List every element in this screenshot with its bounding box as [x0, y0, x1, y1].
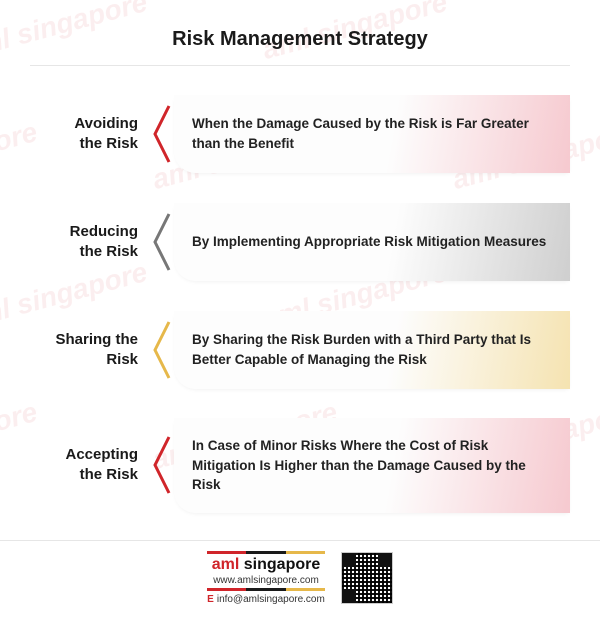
strategy-row: Accepting the Risk In Case of Minor Risks … [30, 418, 570, 513]
strategy-label: Avoiding the Risk [30, 114, 150, 155]
email-prefix: E [207, 594, 214, 605]
strategy-description: By Implementing Appropriate Risk Mitigat… [192, 232, 546, 252]
footer: aml singapore www.amlsingapore.com Einfo… [0, 540, 600, 619]
brand-logo-text: aml singapore [207, 556, 325, 574]
qr-code-icon [341, 552, 393, 604]
strategy-label-line1: Accepting [65, 446, 138, 463]
strategy-label-line2: Risk [106, 351, 138, 368]
brand-bar-bottom [207, 588, 325, 591]
email-address: info@amlsingapore.com [217, 594, 325, 605]
strategy-row: Reducing the Risk By Implementing Appropri… [30, 202, 570, 282]
strategy-description: In Case of Minor Risks Where the Cost of… [192, 436, 552, 495]
strategy-card: By Implementing Appropriate Risk Mitigat… [174, 203, 570, 281]
strategy-card: When the Damage Caused by the Risk is Fa… [174, 95, 570, 173]
strategy-label: Accepting the Risk [30, 445, 150, 486]
strategy-label-line1: Sharing the [55, 331, 138, 348]
page-title: Risk Management Strategy [30, 28, 570, 51]
strategy-label: Reducing the Risk [30, 222, 150, 263]
strategy-card: In Case of Minor Risks Where the Cost of… [174, 418, 570, 513]
strategy-card: By Sharing the Risk Burden with a Third … [174, 311, 570, 389]
strategy-label-line1: Reducing [70, 223, 138, 240]
content-area: Risk Management Strategy Avoiding the Ris… [0, 0, 600, 513]
strategy-label-line1: Avoiding [74, 115, 138, 132]
brand-word-1: aml [212, 556, 240, 573]
strategy-label: Sharing the Risk [30, 330, 150, 371]
chevron-icon [150, 202, 174, 282]
footer-brand-block: aml singapore www.amlsingapore.com Einfo… [207, 551, 325, 605]
strategy-description: When the Damage Caused by the Risk is Fa… [192, 114, 552, 153]
brand-email: Einfo@amlsingapore.com [207, 594, 325, 605]
strategy-description: By Sharing the Risk Burden with a Third … [192, 330, 552, 369]
brand-website: www.amlsingapore.com [207, 575, 325, 586]
strategy-row: Avoiding the Risk When the Damage Caused b… [30, 94, 570, 174]
strategy-label-line2: the Risk [80, 243, 138, 260]
chevron-icon [150, 94, 174, 174]
brand-word-2: singapore [244, 556, 320, 573]
strategy-label-line2: the Risk [80, 466, 138, 483]
strategy-label-line2: the Risk [80, 135, 138, 152]
chevron-icon [150, 310, 174, 390]
brand-bar-top [207, 551, 325, 554]
title-divider [30, 65, 570, 66]
strategy-row: Sharing the Risk By Sharing the Risk Burde… [30, 310, 570, 390]
chevron-icon [150, 425, 174, 505]
